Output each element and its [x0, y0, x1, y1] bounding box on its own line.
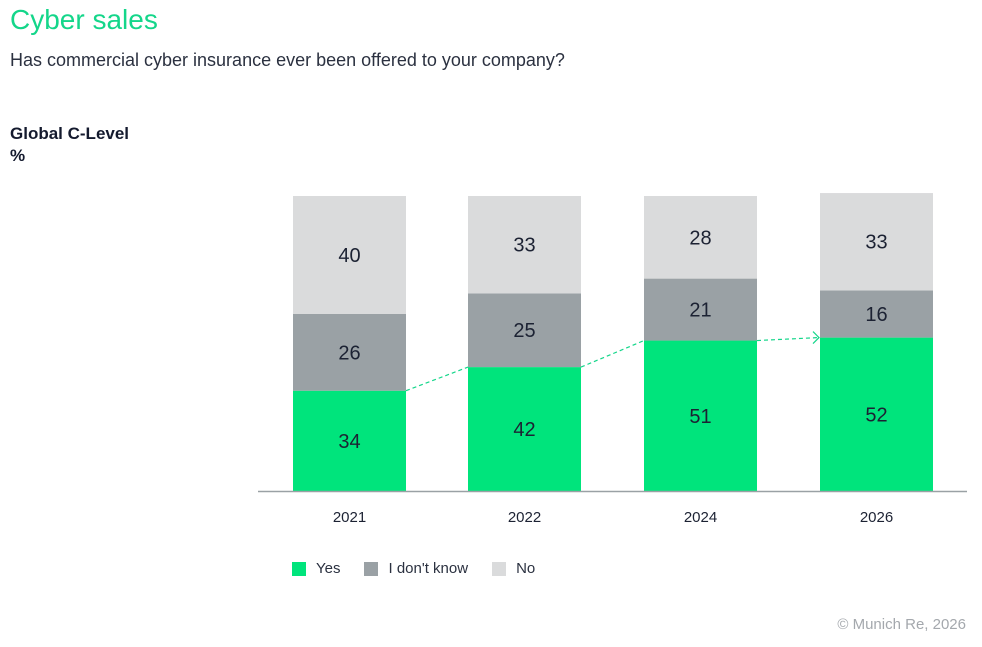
bar-i-don-t-know-2026: [820, 290, 933, 338]
data-label-no-2024: 28: [689, 227, 711, 249]
bar-yes-2026: [820, 337, 933, 491]
y-axis-label-group: Global C-Level: [10, 124, 130, 143]
legend-swatch-no: [492, 561, 507, 576]
trend-line-segment: [756, 337, 819, 342]
data-label-no-2022: 33: [513, 235, 535, 257]
data-label-i-don-t-know-2022: 25: [513, 320, 535, 342]
bar-yes-2021: [293, 390, 406, 491]
y-axis-label-unit: %: [10, 146, 26, 165]
trend-line-segment: [580, 339, 645, 368]
data-label-i-don-t-know-2024: 21: [689, 300, 711, 322]
legend-swatch-yes: [292, 561, 306, 576]
data-label-i-don-t-know-2026: 16: [865, 304, 887, 326]
trend-arrow-head-icon: [812, 331, 820, 345]
chart-subtitle: Has commercial cyber insurance ever been…: [10, 50, 565, 70]
x-tick-label-2022: 2022: [508, 509, 541, 526]
legend-label-no: No: [516, 560, 536, 577]
bar-i-don-t-know-2024: [644, 278, 757, 341]
bar-no-2021: [293, 196, 406, 314]
data-label-i-don-t-know-2021: 26: [338, 342, 360, 364]
bar-yes-2024: [644, 340, 757, 491]
trend-line-segment: [405, 366, 469, 392]
chart-title: Cyber sales: [10, 4, 158, 35]
legend-item-no: No: [492, 560, 535, 577]
legend-label-yes: Yes: [316, 560, 341, 577]
y-axis-label: Global C-Level %: [10, 123, 129, 167]
x-tick-label-2021: 2021: [333, 509, 366, 526]
bar-no-2026: [820, 193, 933, 291]
data-label-yes-2021: 34: [338, 431, 360, 453]
legend: Yes I don't know No: [292, 560, 535, 577]
bar-i-don-t-know-2021: [293, 314, 406, 391]
data-label-yes-2022: 42: [513, 419, 535, 441]
bar-i-don-t-know-2022: [468, 293, 581, 368]
bar-no-2024: [644, 196, 757, 279]
data-label-no-2021: 40: [338, 245, 360, 267]
x-tick-label-2024: 2024: [684, 509, 717, 526]
bar-yes-2022: [468, 367, 581, 491]
legend-swatch-dont-know: [364, 561, 379, 576]
data-label-no-2026: 33: [865, 232, 887, 254]
legend-label-dont-know: I don't know: [388, 560, 469, 577]
x-tick-label-2026: 2026: [860, 509, 893, 526]
legend-item-dont-know: I don't know: [364, 560, 468, 577]
legend-item-yes: Yes: [292, 560, 340, 577]
copyright-credit: © Munich Re, 2026: [837, 616, 966, 633]
data-label-yes-2026: 52: [865, 404, 887, 426]
data-label-yes-2024: 51: [689, 406, 711, 428]
bar-no-2022: [468, 196, 581, 294]
